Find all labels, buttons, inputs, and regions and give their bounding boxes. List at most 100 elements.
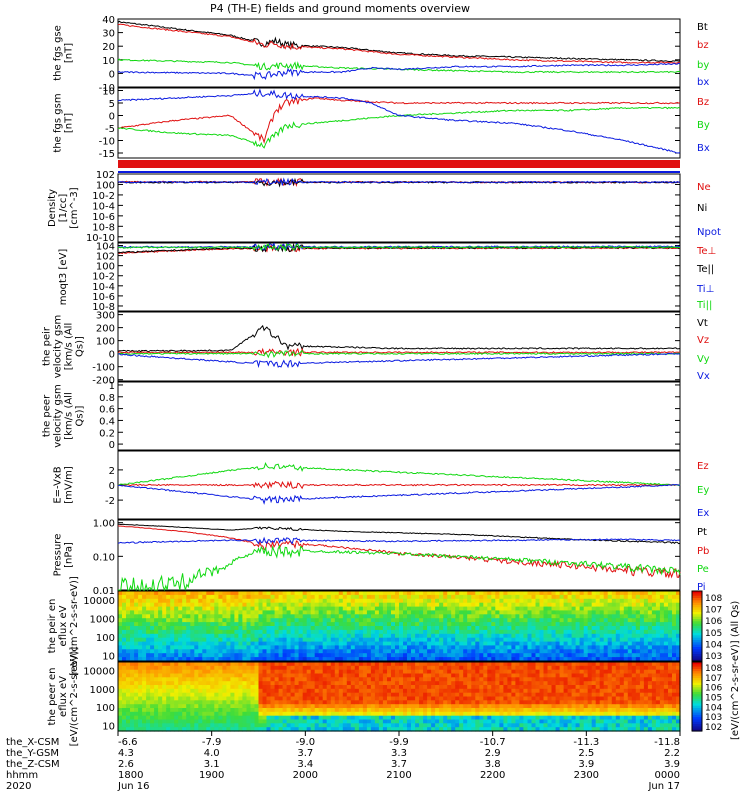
heatmap-cell <box>455 711 460 717</box>
heatmap-cell <box>415 602 420 608</box>
heatmap-cell <box>222 704 227 709</box>
heatmap-cell <box>607 696 613 701</box>
heatmap-cell <box>668 641 673 647</box>
heatmap-cell <box>242 618 247 623</box>
heatmap-cell <box>419 719 424 724</box>
heatmap-cell <box>246 708 252 713</box>
heatmap-cell <box>463 665 468 671</box>
heatmap-cell <box>471 645 476 650</box>
heatmap-cell <box>507 711 512 717</box>
heatmap-cell <box>399 692 404 698</box>
heatmap-cell <box>471 719 476 724</box>
heatmap-cell <box>278 637 284 643</box>
heatmap-cell <box>182 657 187 662</box>
heatmap-cell <box>354 665 360 671</box>
heatmap-cell <box>455 704 460 709</box>
legend-entry-By: By <box>697 120 710 131</box>
heatmap-cell <box>387 662 392 667</box>
heatmap-cell <box>663 626 669 631</box>
heatmap-cell <box>302 688 308 694</box>
heatmap-cell <box>419 708 424 713</box>
heatmap-cell <box>451 692 456 698</box>
heatmap-cell <box>154 618 159 623</box>
heatmap-cell <box>555 677 561 682</box>
heatmap-cell <box>587 657 593 662</box>
heatmap-cell <box>623 591 629 596</box>
heatmap-cell <box>575 657 581 662</box>
heatmap-cell <box>419 657 424 662</box>
heatmap-cell <box>519 614 524 619</box>
heatmap-cell <box>575 653 581 658</box>
heatmap-cell <box>647 614 653 619</box>
heatmap-cell <box>126 594 131 600</box>
heatmap-cell <box>278 610 284 615</box>
heatmap-cell <box>286 622 292 627</box>
heatmap-cell <box>615 598 621 604</box>
heatmap-cell <box>511 662 516 667</box>
heatmap-cell <box>218 629 223 635</box>
heatmap-cell <box>579 606 585 612</box>
heatmap-cell <box>218 727 223 732</box>
heatmap-cell <box>575 626 581 631</box>
heatmap-cell <box>495 723 500 728</box>
heatmap-cell <box>399 626 404 631</box>
heatmap-cell <box>535 669 541 675</box>
heatmap-cell <box>142 723 147 728</box>
heatmap-cell <box>258 673 264 678</box>
heatmap-cell <box>399 594 404 600</box>
heatmap-cell <box>202 645 207 650</box>
heatmap-cell <box>415 641 420 647</box>
heatmap-cell <box>467 711 472 717</box>
heatmap-cell <box>475 673 480 678</box>
heatmap-cell <box>519 633 524 639</box>
heatmap-cell <box>535 633 541 639</box>
heatmap-cell <box>403 711 408 717</box>
heatmap-cell <box>443 673 448 678</box>
heatmap-cell <box>218 662 223 667</box>
heatmap-cell <box>599 610 605 615</box>
heatmap-cell <box>374 700 380 705</box>
heatmap-cell <box>571 591 577 596</box>
panel-ylabel-9: the peer en eflux eV [eV/(cm^2-s-sr-eV)] <box>47 647 80 747</box>
heatmap-cell <box>162 665 167 671</box>
heatmap-cell <box>234 602 239 608</box>
heatmap-cell <box>567 723 573 728</box>
heatmap-cell <box>403 610 408 615</box>
heatmap-cell <box>282 629 288 635</box>
heatmap-cell <box>579 692 585 698</box>
heatmap-cell <box>274 649 280 654</box>
heatmap-cell <box>575 700 581 705</box>
heatmap-cell <box>186 708 191 713</box>
heatmap-cell <box>318 715 324 721</box>
heatmap-cell <box>603 610 609 615</box>
heatmap-cell <box>310 653 316 658</box>
y-tick-label: 10-4 <box>92 282 115 293</box>
heatmap-cell <box>190 641 195 647</box>
heatmap-cell <box>419 662 424 667</box>
heatmap-cell <box>483 715 488 721</box>
y-tick-label: 0.6 <box>99 405 115 416</box>
heatmap-cell <box>479 629 484 635</box>
heatmap-cell <box>122 727 127 732</box>
heatmap-cell <box>595 618 601 623</box>
heatmap-cell <box>395 719 400 724</box>
heatmap-cell <box>378 622 384 627</box>
heatmap-cell <box>587 677 593 682</box>
heatmap-cell <box>174 622 179 627</box>
heatmap-cell <box>162 715 167 721</box>
heatmap-cell <box>579 681 585 686</box>
heatmap-cell <box>523 610 528 615</box>
heatmap-cell <box>186 696 191 701</box>
heatmap-cell <box>463 610 468 615</box>
heatmap-cell <box>519 591 524 596</box>
heatmap-cell <box>515 618 520 623</box>
heatmap-cell <box>250 649 256 654</box>
heatmap-cell <box>338 669 344 675</box>
heatmap-cell <box>639 645 645 650</box>
heatmap-cell <box>302 598 308 604</box>
heatmap-cell <box>138 715 143 721</box>
heatmap-cell <box>118 649 123 654</box>
heatmap-cell <box>411 657 416 662</box>
heatmap-cell <box>519 637 524 643</box>
heatmap-cell <box>639 610 645 615</box>
